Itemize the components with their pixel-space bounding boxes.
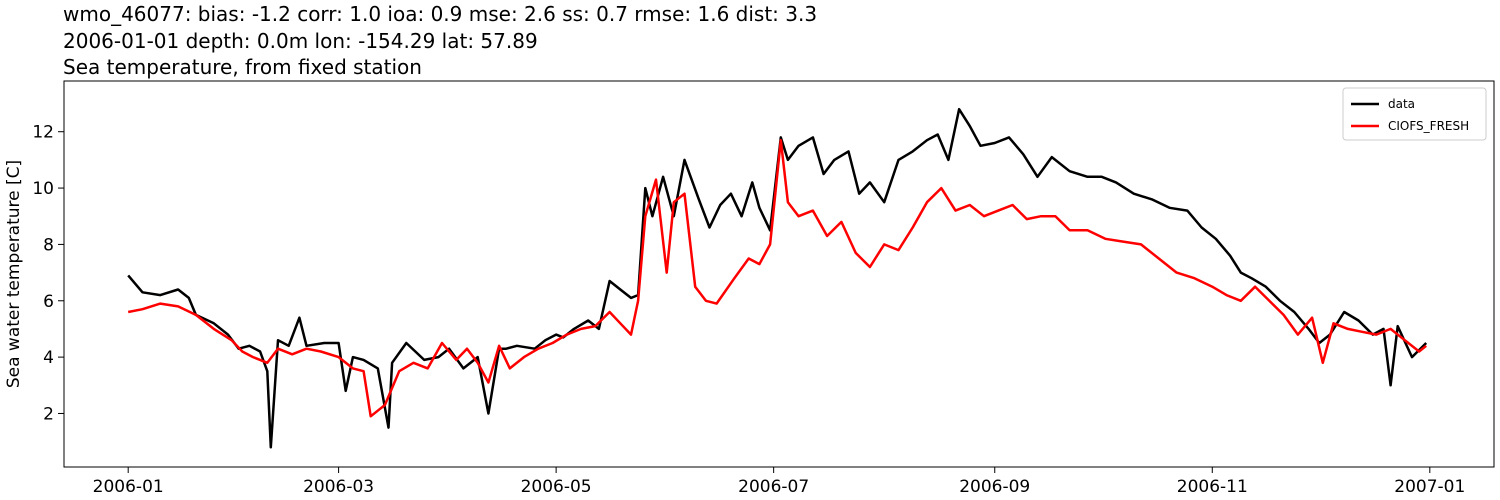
legend: data CIOFS_FRESH [1342,87,1487,141]
chart-title-stats: wmo_46077: bias: -1.2 corr: 1.0 ioa: 0.9… [63,2,818,26]
x-axis: 2006-01 2006-03 2006-05 2006-07 2006-09 2006-… [93,467,1465,497]
series-line-data [127,107,1428,449]
series-layer [127,107,1428,449]
chart-subtitle: Sea temperature, from fixed station [63,55,422,79]
series-line-ciofs-fresh [127,138,1427,418]
x-tick-label: 2007-01 [1394,477,1465,497]
legend-label: data [1388,97,1415,111]
y-tick-label: 4 [43,348,54,368]
y-tick-label: 12 [32,123,54,143]
x-tick-label: 2006-09 [959,477,1030,497]
x-tick-label: 2006-03 [303,477,374,497]
x-tick-label: 2006-07 [738,477,809,497]
x-tick-label: 2006-11 [1177,477,1248,497]
x-tick-label: 2006-01 [93,477,164,497]
y-tick-label: 6 [43,292,54,312]
y-axis-label: Sea water temperature [C] [4,160,24,388]
plot-frame [63,80,1495,468]
y-axis: 2 4 6 8 10 12 [32,123,64,424]
legend-label: CIOFS_FRESH [1388,119,1469,133]
plot-area [64,81,1494,467]
y-tick-label: 8 [43,235,54,255]
y-tick-label: 2 [43,404,54,424]
chart-title-location: 2006-01-01 depth: 0.0m lon: -154.29 lat:… [63,29,538,53]
x-tick-label: 2006-05 [521,477,592,497]
y-tick-label: 10 [32,179,54,199]
